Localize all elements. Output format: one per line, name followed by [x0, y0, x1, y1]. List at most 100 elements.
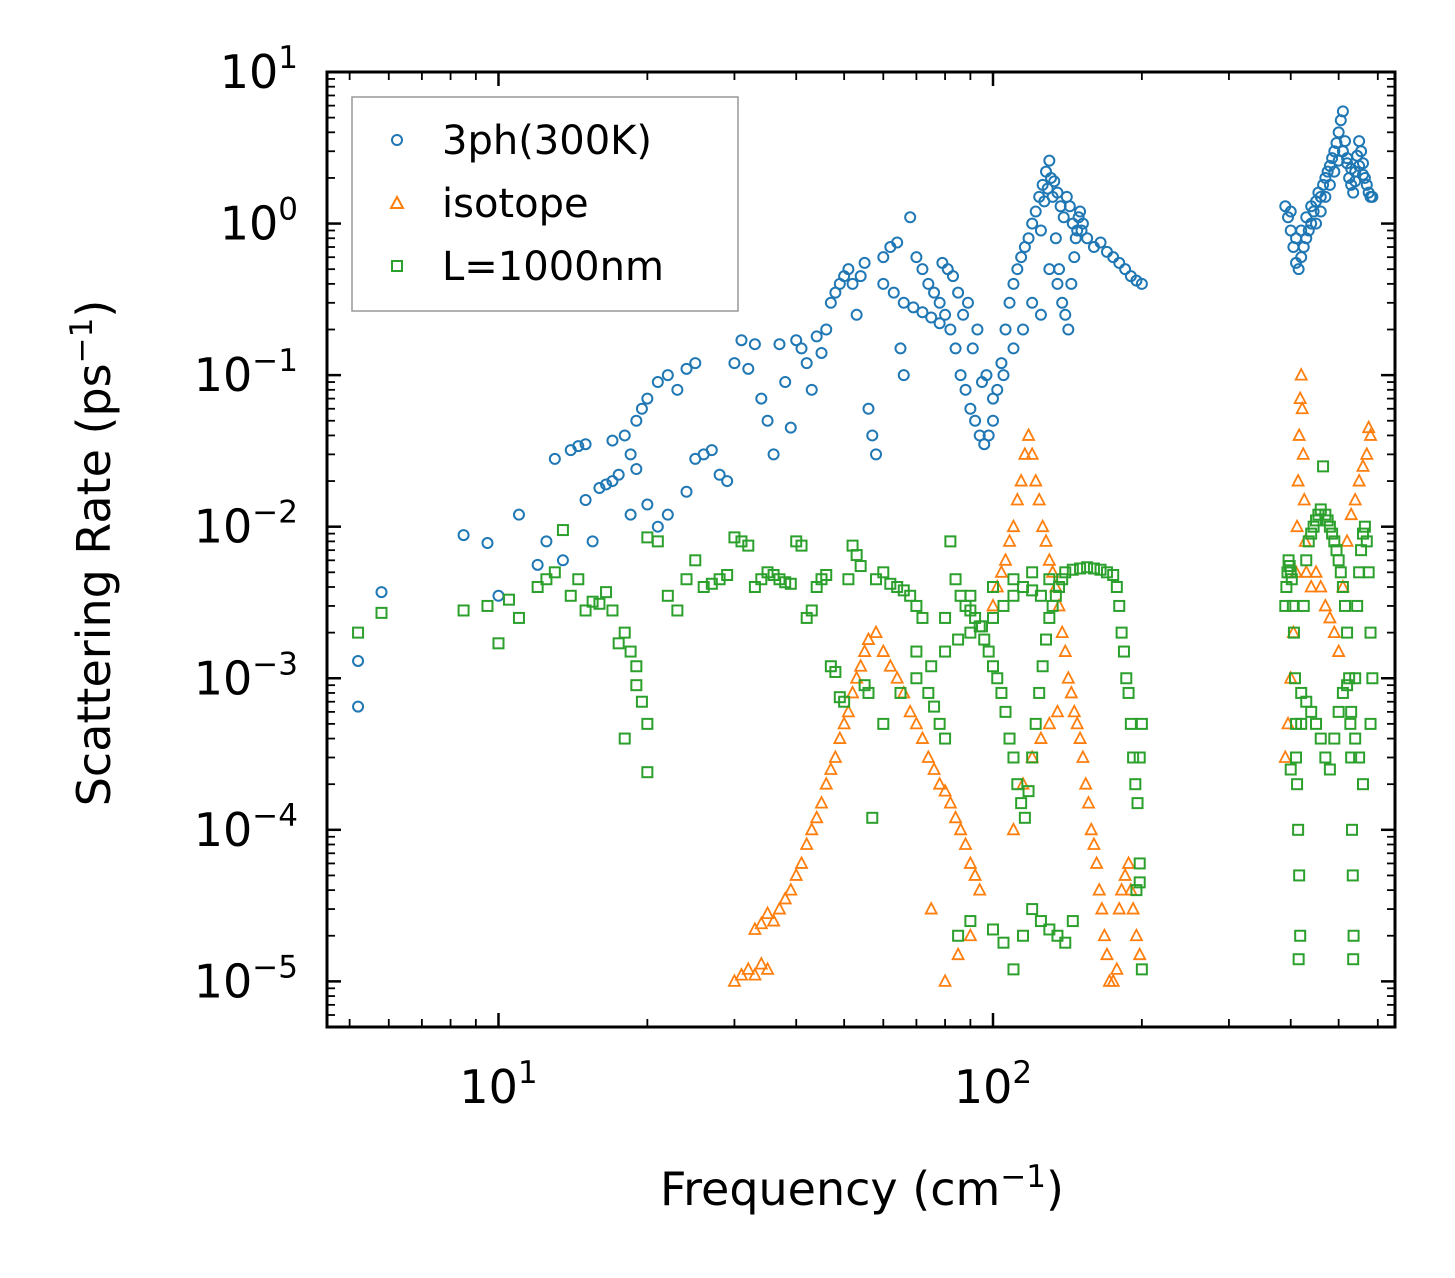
- data-point: [964, 589, 977, 602]
- data-point: [1319, 751, 1332, 764]
- data-point: [630, 679, 643, 692]
- data-point: [1295, 224, 1308, 237]
- y-tick-label: 10−2: [194, 495, 298, 554]
- data-point: [618, 732, 631, 745]
- data-point: [1087, 562, 1100, 575]
- data-point: [1092, 882, 1107, 896]
- data-point: [1287, 626, 1300, 639]
- data-point: [1347, 953, 1360, 966]
- data-point: [933, 296, 946, 309]
- data-point: [884, 577, 897, 590]
- data-point: [630, 660, 643, 673]
- x-tick-label: 101: [459, 1055, 537, 1114]
- data-point: [728, 357, 741, 370]
- data-point: [849, 670, 864, 684]
- data-point: [869, 624, 884, 639]
- data-point: [618, 626, 631, 639]
- data-point: [783, 882, 798, 896]
- data-point: [938, 783, 953, 797]
- data-point: [948, 809, 963, 824]
- data-point: [904, 211, 917, 224]
- data-point: [1349, 732, 1362, 745]
- data-point: [1117, 645, 1130, 658]
- data-point: [842, 263, 855, 276]
- data-point: [858, 679, 871, 692]
- data-point: [933, 317, 946, 330]
- data-point: [1051, 929, 1064, 942]
- data-point: [805, 604, 818, 617]
- data-point: [1094, 901, 1109, 915]
- data-point: [1291, 473, 1306, 487]
- data-point: [939, 611, 952, 624]
- data-point: [1081, 232, 1094, 245]
- data-point: [1328, 145, 1341, 158]
- x-tick-labels: 101 102: [459, 1055, 1032, 1114]
- data-point: [1328, 732, 1341, 745]
- data-point: [953, 821, 968, 836]
- data-point: [1084, 821, 1099, 836]
- data-point: [828, 749, 843, 763]
- data-point: [1353, 135, 1366, 148]
- data-point: [910, 672, 923, 685]
- data-point: [612, 468, 625, 481]
- data-point: [1327, 624, 1342, 639]
- data-point: [949, 573, 962, 586]
- data-point: [1326, 152, 1339, 165]
- y-tick-label: 10−5: [194, 949, 298, 1008]
- data-point: [735, 334, 748, 347]
- legend: 3ph(300K) isotope L=1000nm: [351, 96, 739, 312]
- data-point: [850, 308, 863, 321]
- data-point: [1341, 626, 1354, 639]
- data-point: [966, 342, 979, 355]
- data-point: [987, 414, 1000, 427]
- data-point: [1122, 686, 1135, 699]
- data-point: [375, 606, 388, 619]
- data-point: [579, 493, 592, 506]
- data-point: [1010, 492, 1025, 506]
- data-point: [939, 645, 952, 658]
- data-point: [1341, 679, 1354, 692]
- data-point: [907, 301, 920, 314]
- data-point: [1056, 573, 1069, 586]
- data-point: [876, 643, 891, 657]
- data-point: [987, 660, 1000, 673]
- data-point: [512, 508, 525, 521]
- y-tick-label: 101: [220, 40, 298, 99]
- data-point: [1034, 224, 1047, 237]
- data-point: [1330, 137, 1343, 150]
- data-point: [531, 581, 544, 594]
- data-point: [375, 586, 388, 599]
- data-point: [1121, 855, 1136, 869]
- data-point: [760, 961, 775, 975]
- data-point: [1294, 367, 1309, 381]
- data-point: [1041, 182, 1054, 195]
- data-point: [952, 633, 965, 646]
- data-point: [961, 296, 974, 309]
- data-point: [630, 414, 643, 427]
- data-point: [1352, 473, 1367, 487]
- data-point: [1006, 821, 1021, 836]
- data-point: [1040, 633, 1053, 646]
- data-point: [1292, 263, 1305, 276]
- data-point: [1007, 277, 1020, 290]
- data-point: [928, 286, 941, 299]
- data-point: [680, 362, 693, 375]
- series-1: [727, 367, 1378, 987]
- data-point: [1300, 211, 1313, 224]
- data-point: [755, 573, 768, 586]
- data-point: [1059, 308, 1072, 321]
- data-point: [1018, 811, 1031, 824]
- data-point: [845, 684, 860, 699]
- data-point: [1014, 473, 1029, 487]
- data-point: [766, 913, 781, 927]
- data-point: [939, 732, 952, 745]
- data-point: [999, 323, 1012, 336]
- data-point: [994, 564, 1009, 578]
- data-points: [352, 105, 1379, 987]
- data-point: [579, 438, 592, 451]
- data-point: [986, 597, 1000, 612]
- data-point: [1067, 703, 1082, 718]
- data-point: [1011, 778, 1024, 791]
- data-point: [1070, 715, 1085, 730]
- data-point: [1321, 514, 1334, 527]
